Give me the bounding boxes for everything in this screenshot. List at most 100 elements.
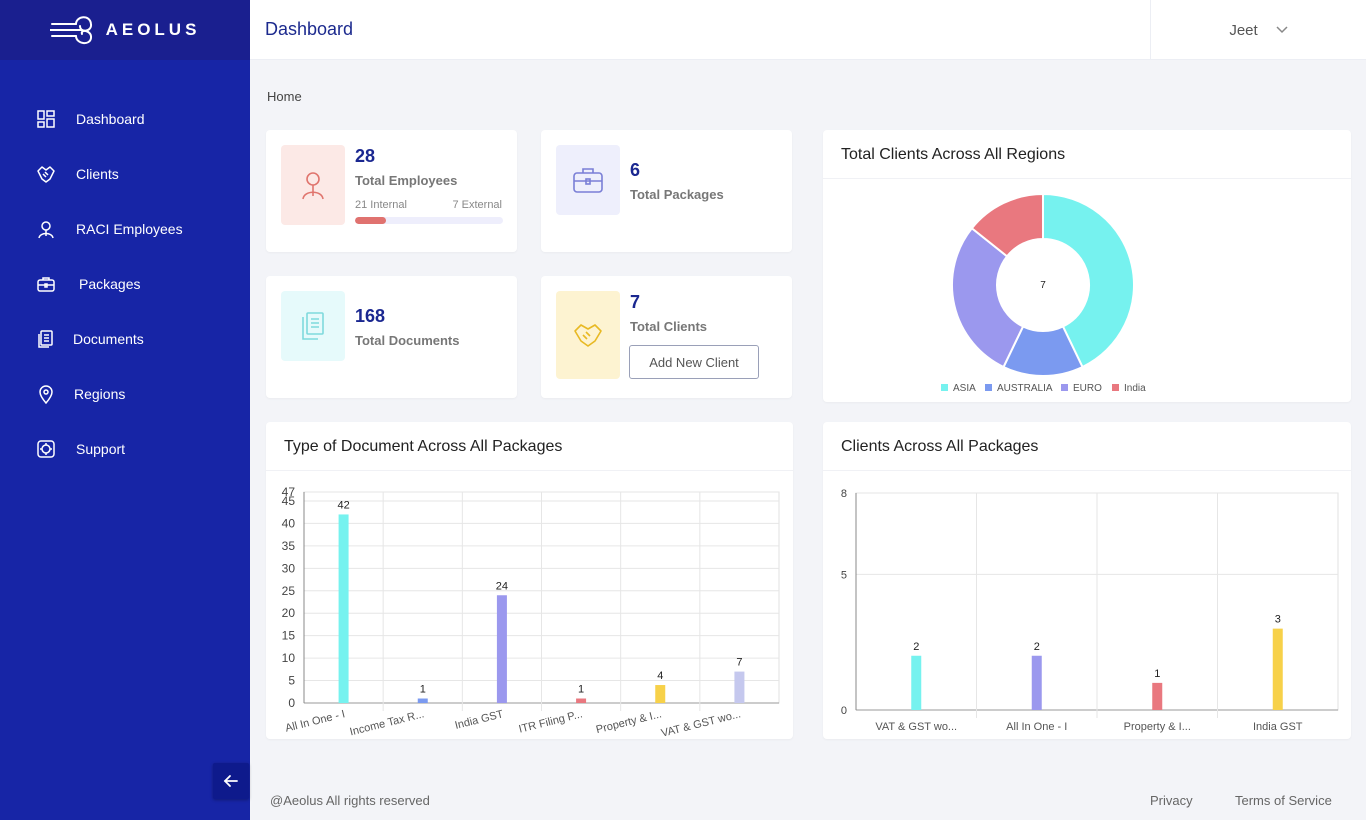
regions-donut-chart: 7 ASIA AUSTRALIA EURO India (941, 192, 1146, 394)
top-header: Dashboard Jeet (250, 0, 1366, 60)
data-label: 1 (1154, 668, 1160, 680)
x-tick-label: Property & I... (595, 708, 663, 736)
bar-3 (1152, 682, 1163, 710)
user-icon (38, 220, 54, 238)
sidebar-item-clients[interactable]: Clients (0, 146, 250, 201)
bar-3 (496, 595, 507, 703)
data-label: 24 (496, 580, 508, 592)
sidebar-item-documents[interactable]: Documents (0, 311, 250, 366)
data-label: 42 (337, 499, 349, 511)
data-label: 2 (913, 641, 919, 653)
sidebar-item-dashboard[interactable]: Dashboard (0, 91, 250, 146)
document-icon (302, 312, 324, 340)
y-tick-label: 5 (841, 569, 847, 581)
y-tick-label: 15 (282, 629, 296, 643)
clients-label: Total Clients (630, 319, 708, 334)
internal-count: 21 Internal (355, 199, 407, 211)
user-menu[interactable]: Jeet (1150, 0, 1366, 60)
legend-label: ASIA (953, 383, 976, 394)
data-label: 1 (420, 684, 426, 696)
location-pin-icon (39, 384, 53, 404)
arrow-left-icon (223, 775, 238, 787)
bar-4 (1272, 628, 1283, 710)
data-label: 3 (1275, 614, 1281, 626)
employee-progress-bar (355, 217, 503, 224)
sidebar-item-label: Documents (73, 330, 144, 347)
y-tick-label: 0 (841, 705, 847, 717)
y-tick-label: 45 (282, 494, 296, 508)
document-icon (38, 329, 53, 348)
sidebar: AEOLUS Dashboard Clients RACI Employees … (0, 0, 250, 820)
brand-name: AEOLUS (105, 20, 201, 39)
y-tick-label: 20 (282, 606, 296, 620)
sidebar-item-label: Clients (76, 165, 119, 182)
sidebar-nav: Dashboard Clients RACI Employees Package… (0, 91, 250, 476)
y-tick-label: 10 (282, 651, 296, 665)
data-label: 7 (736, 657, 742, 669)
documents-stat-card: 168 Total Documents (266, 276, 517, 398)
donut-center-label: 7 (1040, 280, 1046, 291)
data-label: 4 (657, 670, 663, 682)
breadcrumb[interactable]: Home (267, 89, 302, 104)
y-tick-label: 0 (288, 696, 295, 710)
bar-6 (734, 671, 745, 703)
y-tick-label: 25 (282, 584, 296, 598)
briefcase-icon (37, 276, 55, 292)
documents-count: 168 (355, 306, 386, 326)
sidebar-item-support[interactable]: Support (0, 421, 250, 476)
sidebar-item-raci-employees[interactable]: RACI Employees (0, 201, 250, 256)
sidebar-item-packages[interactable]: Packages (0, 256, 250, 311)
handshake-icon (37, 165, 55, 183)
legend-label: India (1124, 383, 1146, 394)
document-icon-box (281, 291, 345, 361)
external-count: 7 External (452, 199, 502, 211)
doc-types-chart-title: Type of Document Across All Packages (284, 438, 563, 455)
regions-chart-title: Total Clients Across All Regions (841, 146, 1066, 163)
dashboard-icon (37, 109, 55, 128)
card-divider (823, 470, 1351, 471)
pie-slice-india (970, 192, 1044, 258)
legend-swatch (941, 384, 948, 391)
y-tick-label: 30 (282, 561, 296, 575)
y-tick-label: 47 (282, 485, 296, 499)
packages-stat-card: 6 Total Packages (541, 130, 792, 252)
user-icon (302, 172, 324, 200)
x-tick-label: All In One - I (284, 708, 346, 734)
footer-copyright: @Aeolus All rights reserved (270, 793, 430, 808)
sidebar-item-regions[interactable]: Regions (0, 366, 250, 421)
x-tick-label: India GST (1253, 721, 1303, 733)
legend-swatch (1112, 384, 1119, 391)
package-icon-box (556, 145, 620, 215)
documents-label: Total Documents (355, 333, 460, 348)
packages-label: Total Packages (630, 187, 724, 202)
collapse-sidebar-button[interactable] (213, 763, 249, 799)
packages-count: 6 (630, 160, 641, 180)
x-tick-label: ITR Filing P... (518, 708, 584, 735)
client-packages-bar-chart: 0 5 8 2 VAT & GST wo... 2 All In One - I 1 Prope… (841, 488, 1339, 733)
client-packages-chart-title: Clients Across All Packages (841, 438, 1039, 455)
client-icon-box (556, 291, 620, 379)
add-new-client-button[interactable]: Add New Client (629, 345, 759, 379)
user-name: Jeet (1229, 21, 1258, 39)
legend-label: AUSTRALIA (997, 383, 1053, 394)
employee-progress-fill (355, 217, 387, 224)
employees-label: Total Employees (355, 173, 458, 188)
handshake-icon (574, 324, 602, 347)
page-title: Dashboard (265, 19, 354, 39)
y-tick-label: 5 (288, 674, 295, 688)
bar-5 (655, 685, 666, 703)
legend-swatch (1061, 384, 1068, 391)
brand[interactable]: AEOLUS (0, 0, 250, 60)
x-tick-label: Property & I... (1124, 721, 1191, 733)
y-tick-label: 8 (841, 488, 847, 500)
terms-of-service-link[interactable]: Terms of Service (1235, 793, 1332, 808)
employees-count: 28 (355, 146, 376, 166)
bar-1 (911, 655, 922, 710)
privacy-link[interactable]: Privacy (1150, 793, 1193, 808)
sidebar-item-label: Support (76, 440, 126, 457)
sidebar-item-label: Packages (79, 275, 141, 292)
bar-4 (576, 698, 587, 703)
bar-2 (1031, 655, 1042, 710)
legend-label: EURO (1073, 383, 1102, 394)
pie-slice-euro (951, 226, 1025, 369)
